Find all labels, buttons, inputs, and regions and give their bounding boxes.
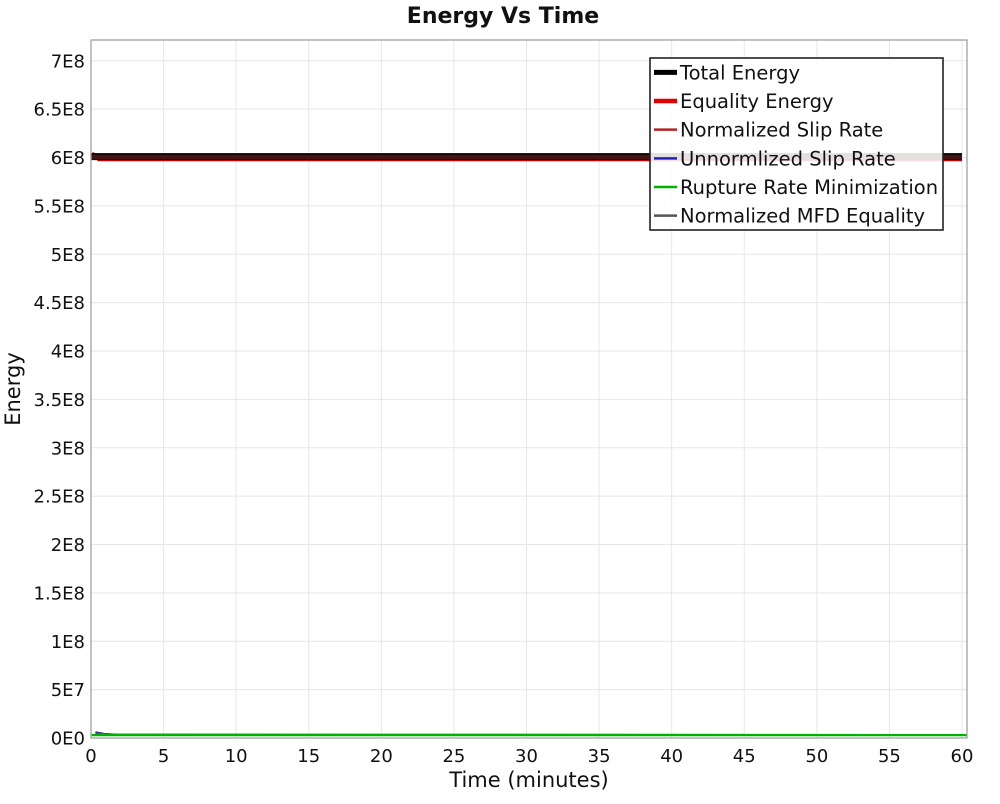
y-tick-label: 3.5E8	[34, 390, 85, 411]
y-tick-label: 7E8	[51, 51, 85, 72]
legend-entry-unnormlized-slip-rate: Unnormlized Slip Rate	[654, 147, 896, 170]
legend-entry-label: Normalized MFD Equality	[680, 205, 925, 228]
x-tick-label: 55	[878, 746, 901, 767]
x-tick-label: 25	[442, 746, 465, 767]
legend-entry-rupture-rate-minimization: Rupture Rate Minimization	[654, 176, 938, 199]
x-tick-label: 0	[85, 746, 96, 767]
y-tick-label: 2.5E8	[34, 487, 85, 508]
x-tick-label: 60	[951, 746, 974, 767]
x-tick-label: 35	[588, 746, 611, 767]
x-tick-label: 5	[158, 746, 169, 767]
legend-entry-label: Total Energy	[679, 61, 800, 84]
y-tick-label: 5.5E8	[34, 196, 85, 217]
legend-entry-label: Unnormlized Slip Rate	[680, 147, 896, 170]
legend-entry-label: Rupture Rate Minimization	[680, 176, 938, 199]
legend-entry-label: Normalized Slip Rate	[680, 119, 883, 142]
plot-border	[90, 39, 968, 739]
y-tick-label: 3E8	[51, 438, 85, 459]
y-tick-label: 4E8	[51, 342, 85, 363]
y-tick-label: 6E8	[51, 148, 85, 169]
x-tick-label: 10	[225, 746, 248, 767]
chart-title: Energy Vs Time	[407, 4, 599, 29]
axis-layer: 0E05E71E81.5E82E82.5E83E83.5E84E84.5E85E…	[34, 39, 974, 767]
x-tick-label: 50	[805, 746, 828, 767]
y-tick-label: 0E0	[51, 729, 85, 750]
x-tick-label: 40	[660, 746, 683, 767]
x-tick-label: 15	[297, 746, 320, 767]
x-tick-label: 45	[733, 746, 756, 767]
y-tick-label: 1E8	[51, 632, 85, 653]
legend-entry-normalized-slip-rate: Normalized Slip Rate	[654, 119, 883, 142]
legend-box	[649, 57, 944, 231]
series-layer	[90, 151, 968, 737]
legend-entry-normalized-mfd-equality: Normalized MFD Equality	[654, 205, 925, 228]
legend: Total Energy Equality Energy Normalized Sl…	[649, 57, 944, 231]
x-tick-label: 30	[515, 746, 538, 767]
legend-entry-label: Equality Energy	[680, 90, 834, 113]
y-tick-label: 4.5E8	[34, 293, 85, 314]
x-axis-label: Time (minutes)	[448, 768, 608, 792]
y-tick-label: 2E8	[51, 535, 85, 556]
y-tick-label: 6.5E8	[34, 100, 85, 121]
y-tick-label: 5E7	[51, 680, 85, 701]
legend-entry-total-energy: Total Energy	[654, 61, 800, 84]
x-tick-label: 20	[370, 746, 393, 767]
y-tick-label: 1.5E8	[34, 583, 85, 604]
legend-entry-equality-energy: Equality Energy	[654, 90, 834, 113]
y-tick-label: 5E8	[51, 245, 85, 266]
y-axis-label: Energy	[1, 352, 25, 426]
